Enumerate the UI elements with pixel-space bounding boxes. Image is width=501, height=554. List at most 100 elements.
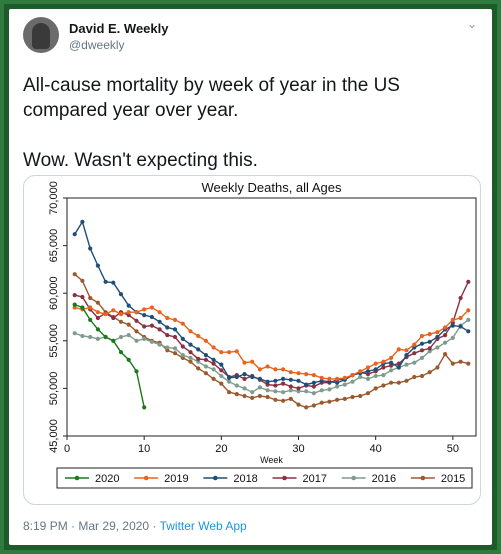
- data-point-2016: [126, 333, 131, 338]
- tweet-date[interactable]: Mar 29, 2020: [78, 519, 150, 533]
- avatar[interactable]: [23, 17, 59, 53]
- tweet-card: David E. Weekly @dweekly ⌄ All-cause mor…: [9, 9, 492, 545]
- data-point-2015: [188, 359, 193, 364]
- data-point-2019: [311, 373, 316, 378]
- data-point-2016: [188, 355, 193, 360]
- data-point-2018: [142, 313, 147, 318]
- data-point-2019: [88, 305, 93, 310]
- data-point-2015: [443, 352, 448, 357]
- y-tick-label: 60,000: [48, 276, 60, 310]
- data-point-2018: [203, 353, 208, 358]
- data-point-2017: [165, 333, 170, 338]
- data-point-2016: [80, 333, 85, 339]
- data-point-2015: [365, 391, 371, 396]
- data-point-2016: [288, 388, 293, 393]
- data-point-2018: [88, 246, 93, 251]
- data-point-2016: [273, 389, 278, 394]
- data-point-2019: [350, 373, 355, 378]
- separator: ·: [152, 519, 157, 533]
- data-point-2017: [296, 386, 301, 391]
- data-point-2018: [80, 219, 85, 224]
- data-point-2015: [219, 381, 224, 386]
- data-point-2017: [281, 381, 286, 386]
- data-point-2019: [404, 348, 409, 353]
- series-line-2018: [74, 220, 469, 386]
- tweet-media[interactable]: Weekly Deaths, all Ages 45,000 50,000 55,00…: [23, 175, 481, 505]
- data-point-2018: [149, 314, 154, 320]
- data-point-2018: [412, 345, 417, 350]
- data-point-2016: [412, 360, 417, 365]
- data-point-2018: [373, 367, 378, 372]
- data-point-2019: [296, 371, 301, 376]
- data-point-2015: [319, 400, 324, 405]
- tweet-time[interactable]: 8:19 PM: [23, 519, 68, 533]
- data-point-2018: [227, 375, 232, 380]
- x-tick-label: 20: [215, 443, 227, 455]
- chart-title: Weekly Deaths, all Ages: [202, 180, 342, 195]
- data-point-2020: [134, 369, 139, 374]
- data-point-2018: [404, 353, 409, 358]
- y-tick-label: 55,000: [48, 324, 60, 358]
- x-tick-label: 40: [370, 443, 382, 455]
- data-point-2018: [273, 378, 278, 383]
- y-tick-label: 65,000: [48, 229, 60, 263]
- data-point-2018: [458, 324, 463, 329]
- data-point-2018: [211, 357, 216, 362]
- series-line-2019: [74, 306, 469, 380]
- data-point-2016: [327, 387, 332, 392]
- data-point-2016: [265, 388, 270, 393]
- data-point-2016: [250, 390, 255, 395]
- data-point-2019: [188, 329, 193, 334]
- tweet-source[interactable]: Twitter Web App: [159, 519, 247, 533]
- data-point-2019: [319, 375, 324, 380]
- data-point-2018: [196, 347, 201, 352]
- data-point-2015: [172, 351, 178, 356]
- plot-area: [66, 197, 477, 437]
- legend-label-2016: 2016: [372, 473, 396, 485]
- data-point-2018: [103, 279, 108, 284]
- data-point-2018: [118, 292, 124, 297]
- data-point-2019: [149, 305, 154, 310]
- data-point-2016: [180, 353, 185, 358]
- data-point-2015: [257, 393, 262, 399]
- data-point-2020: [72, 302, 77, 307]
- author-name[interactable]: David E. Weekly: [69, 21, 169, 36]
- data-point-2019: [242, 360, 247, 365]
- data-point-2019: [95, 310, 100, 315]
- data-point-2015: [265, 394, 270, 400]
- data-point-2016: [319, 388, 324, 393]
- data-point-2019: [342, 375, 347, 380]
- legend-marker-2016: [351, 475, 356, 481]
- data-point-2019: [365, 365, 371, 370]
- tweet-text-line: Wow. Wasn't expecting this.: [23, 150, 258, 171]
- data-point-2015: [296, 402, 301, 407]
- data-point-2019: [219, 350, 224, 355]
- data-point-2015: [227, 390, 232, 395]
- data-point-2019: [234, 349, 239, 354]
- author-handle[interactable]: @dweekly: [69, 38, 125, 52]
- data-point-2019: [126, 310, 131, 315]
- data-point-2019: [165, 315, 170, 321]
- data-point-2018: [466, 329, 471, 334]
- data-point-2018: [427, 339, 432, 344]
- data-point-2015: [242, 393, 247, 399]
- data-point-2017: [389, 363, 394, 368]
- data-point-2017: [157, 327, 162, 332]
- data-point-2016: [257, 385, 262, 390]
- chevron-down-icon[interactable]: ⌄: [467, 17, 478, 31]
- data-point-2018: [234, 374, 239, 380]
- data-point-2017: [419, 348, 425, 353]
- data-point-2018: [450, 323, 455, 328]
- legend-marker-2019: [143, 475, 149, 481]
- data-point-2015: [335, 397, 340, 402]
- data-point-2016: [427, 349, 432, 354]
- data-point-2019: [134, 310, 139, 315]
- data-point-2017: [427, 346, 432, 351]
- data-point-2017: [134, 318, 139, 323]
- data-point-2017: [412, 351, 417, 356]
- data-point-2016: [281, 390, 286, 395]
- data-point-2016: [358, 374, 363, 380]
- data-point-2018: [219, 362, 224, 367]
- legend-label-2019: 2019: [164, 473, 188, 485]
- data-point-2018: [296, 378, 301, 383]
